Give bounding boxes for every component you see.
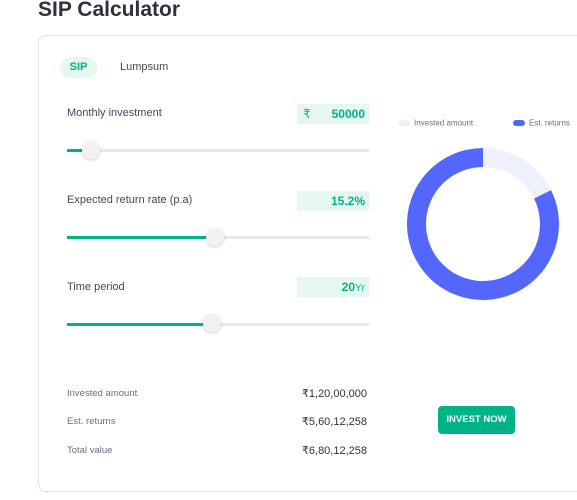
input-value: 20 [341, 280, 355, 294]
legend-label: Est. returns [529, 119, 570, 128]
slider-thumb[interactable] [206, 228, 224, 246]
input-box[interactable]: 15.2% [297, 191, 369, 211]
input-value: 15.2% [330, 194, 365, 208]
donut-chart: Invested amount Est. returns [398, 119, 570, 300]
slider-fill [67, 323, 212, 326]
slider-fill [67, 149, 90, 152]
legend-swatch [398, 120, 410, 126]
input-box[interactable]: ₹ 50000 [297, 104, 369, 124]
input-label: Expected return rate (p.a) [67, 194, 193, 206]
summary-value: ₹1,20,00,000 [301, 388, 367, 400]
slider-thumb[interactable] [82, 141, 100, 159]
tab[interactable]: Lumpsum [120, 61, 169, 73]
donut-segment [483, 148, 552, 199]
tab[interactable]: SIP [60, 57, 97, 78]
summary-value: ₹6,80,12,258 [301, 445, 367, 457]
summary-label: Est. returns [67, 416, 116, 427]
input-label: Monthly investment [67, 107, 162, 119]
summary-label: Invested amount [67, 388, 138, 399]
suffix: Yr [355, 283, 365, 294]
slider-fill [67, 236, 215, 239]
legend-label: Invested amount [414, 119, 474, 128]
slider-thumb[interactable] [203, 314, 221, 332]
invest-button[interactable]: INVEST NOW [438, 406, 515, 434]
legend-swatch [513, 120, 525, 126]
slider-track[interactable] [67, 149, 369, 152]
input-value: 50000 [331, 107, 365, 121]
prefix: ₹ [303, 107, 311, 121]
card [38, 35, 577, 492]
summary-value: ₹5,60,12,258 [301, 416, 367, 428]
input-label: Time period [67, 281, 125, 293]
page-title: SIP Calculator [38, 0, 180, 21]
summary-label: Total value [67, 445, 113, 456]
input-box[interactable]: 20Yr [297, 277, 369, 297]
